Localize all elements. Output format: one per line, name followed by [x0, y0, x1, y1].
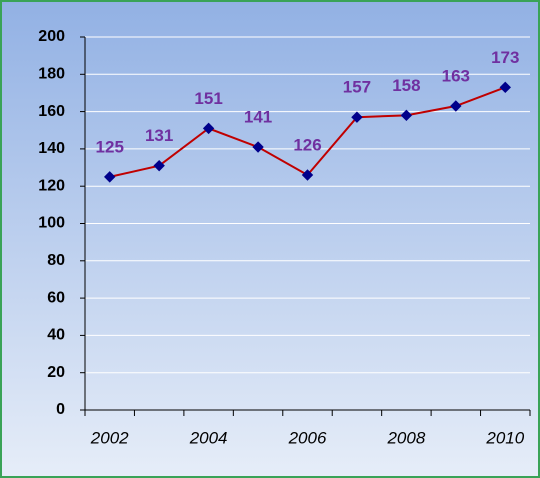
data-label: 163 — [442, 66, 470, 85]
data-label: 141 — [244, 108, 272, 127]
data-label: 173 — [491, 48, 519, 67]
data-point — [351, 111, 363, 123]
x-tick-label: 2010 — [485, 428, 524, 447]
y-tick-label: 80 — [47, 252, 65, 269]
data-point — [202, 122, 215, 135]
y-tick-label: 60 — [47, 289, 65, 306]
data-label: 126 — [293, 135, 321, 154]
y-tick-label: 200 — [38, 28, 65, 45]
y-tick-label: 20 — [47, 364, 65, 381]
y-tick-label: 180 — [38, 66, 65, 83]
data-point — [400, 109, 413, 122]
data-point — [104, 171, 116, 183]
x-tick-label: 2004 — [189, 428, 228, 447]
data-label: 131 — [145, 126, 173, 145]
y-tick-label: 100 — [38, 215, 65, 232]
data-point — [301, 169, 314, 181]
y-tick-label: 120 — [38, 177, 65, 194]
data-point — [252, 141, 264, 153]
y-tick-label: 0 — [56, 401, 65, 418]
data-label: 157 — [343, 78, 371, 97]
y-tick-label: 140 — [38, 140, 65, 157]
data-point — [499, 81, 511, 94]
data-label: 151 — [194, 89, 222, 108]
data-point — [450, 100, 462, 112]
y-tick-label: 160 — [38, 103, 65, 120]
x-tick-label: 2006 — [288, 428, 327, 447]
x-tick-label: 2008 — [386, 428, 425, 447]
data-point — [153, 159, 165, 172]
data-label: 125 — [96, 137, 124, 156]
data-label: 158 — [392, 76, 420, 95]
y-tick-label: 40 — [47, 327, 65, 344]
x-tick-label: 2002 — [90, 428, 129, 447]
